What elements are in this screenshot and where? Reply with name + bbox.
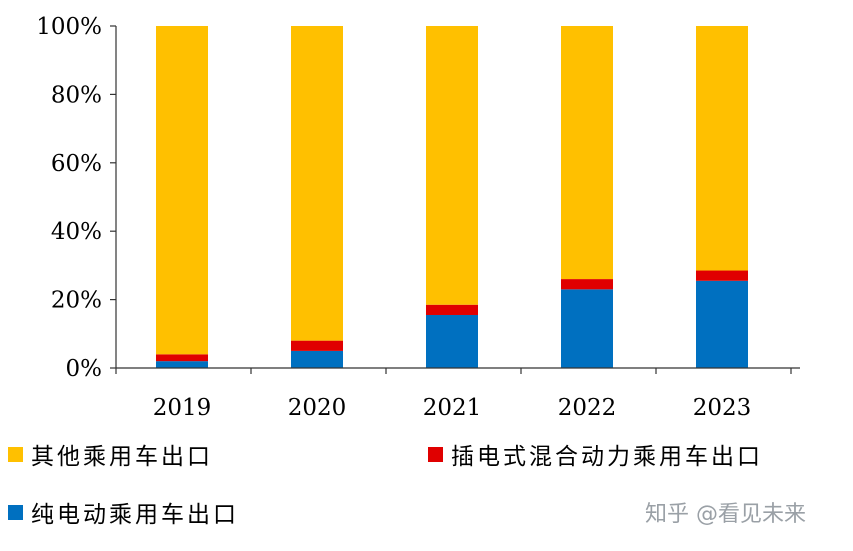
y-tick-label: 80%: [51, 82, 102, 108]
x-tick-label-2022: 2022: [558, 395, 617, 421]
bar-2020-series-1: [291, 340, 343, 351]
bar-2022-series-2: [561, 26, 613, 280]
bar-2019-series-1: [156, 354, 208, 362]
x-tick-label-2021: 2021: [423, 395, 482, 421]
watermark-text: 知乎 @看见未来: [645, 502, 806, 527]
x-tick-label-2023: 2023: [693, 395, 752, 421]
bar-2021-series-0: [426, 314, 478, 368]
y-tick-label: 40%: [51, 219, 102, 245]
legend-label-phev: 插电式混合动力乘用车出口: [451, 444, 763, 470]
y-tick-label: 20%: [51, 288, 102, 314]
legend-swatch-bev: [8, 504, 23, 520]
legend-swatch-other: [8, 446, 23, 462]
y-tick-label: 60%: [51, 151, 102, 177]
bar-2020-series-2: [291, 26, 343, 341]
bar-2022-series-1: [561, 279, 613, 290]
legend-item-other: 其他乘用车出口: [8, 439, 213, 470]
y-tick-label: 100%: [36, 14, 102, 40]
bar-2023-series-1: [696, 270, 748, 281]
bar-2023-series-0: [696, 280, 748, 368]
bar-2020-series-0: [291, 350, 343, 368]
legend-item-phev: 插电式混合动力乘用车出口: [428, 439, 763, 470]
x-tick-label-2020: 2020: [288, 395, 347, 421]
bar-2019-series-0: [156, 361, 208, 368]
legend-label-bev: 纯电动乘用车出口: [31, 502, 239, 528]
legend-item-bev: 纯电动乘用车出口: [8, 497, 239, 528]
y-tick-label: 0%: [66, 356, 103, 382]
legend-swatch-phev: [428, 446, 443, 462]
bar-2019-series-2: [156, 26, 208, 355]
legend-label-other: 其他乘用车出口: [31, 444, 213, 470]
bar-2022-series-0: [561, 289, 613, 368]
bar-2023-series-2: [696, 26, 748, 271]
bar-2021-series-2: [426, 26, 478, 305]
x-tick-label-2019: 2019: [153, 395, 212, 421]
bar-2021-series-1: [426, 304, 478, 315]
